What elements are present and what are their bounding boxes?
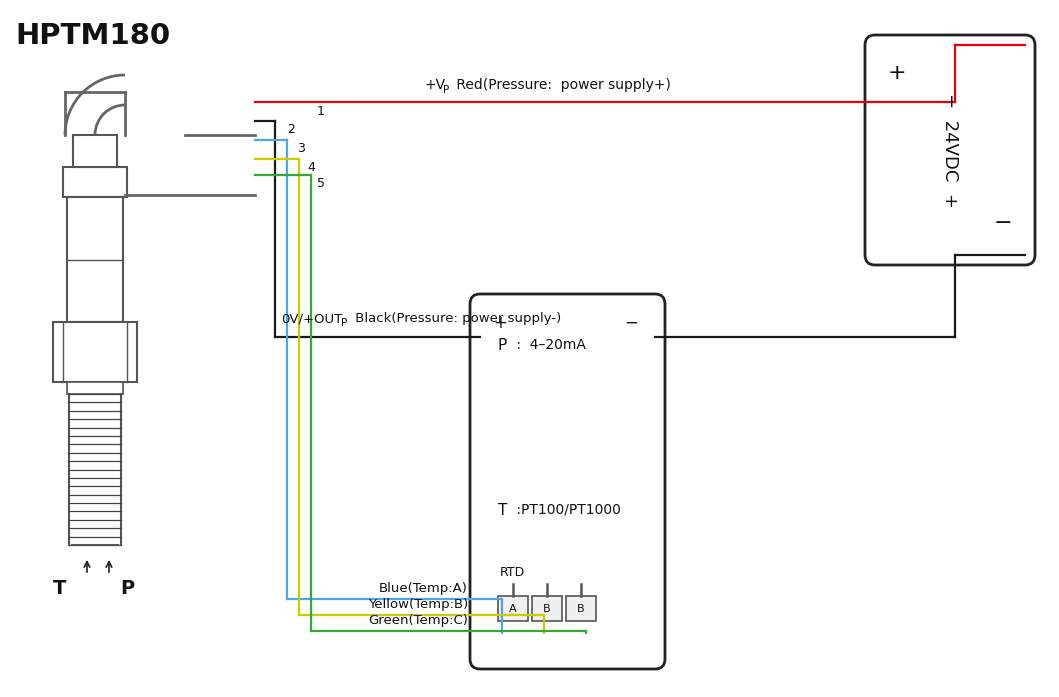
Text: A: A (509, 604, 517, 613)
Text: RTD: RTD (500, 566, 525, 579)
Text: +: + (493, 314, 507, 332)
Text: −  24VDC  +: − 24VDC + (941, 93, 959, 208)
Text: 0V/+OUT: 0V/+OUT (281, 312, 342, 325)
Text: P: P (444, 85, 450, 95)
Text: Black(Pressure: power supply-): Black(Pressure: power supply-) (351, 312, 561, 325)
FancyBboxPatch shape (865, 35, 1035, 265)
Text: 5: 5 (317, 177, 325, 190)
FancyBboxPatch shape (67, 197, 123, 322)
FancyBboxPatch shape (470, 294, 665, 669)
FancyBboxPatch shape (73, 135, 116, 167)
Text: T: T (53, 579, 67, 598)
Text: 4: 4 (307, 161, 315, 174)
Text: TP: TP (15, 21, 17, 22)
Text: −: − (624, 314, 638, 332)
Text: :PT100/PT1000: :PT100/PT1000 (511, 503, 621, 516)
FancyBboxPatch shape (532, 596, 562, 621)
Text: P: P (341, 318, 347, 328)
FancyBboxPatch shape (53, 322, 137, 382)
FancyBboxPatch shape (62, 167, 127, 197)
Text: P: P (120, 579, 134, 598)
Text: 2: 2 (287, 123, 294, 136)
Text: B: B (543, 604, 551, 613)
Text: B: B (577, 604, 585, 613)
Text: Red(Pressure:  power supply+): Red(Pressure: power supply+) (452, 78, 670, 92)
FancyBboxPatch shape (566, 596, 596, 621)
Text: Green(Temp:C): Green(Temp:C) (369, 614, 468, 627)
Text: +: + (887, 63, 907, 83)
Text: T: T (498, 503, 507, 518)
Text: Yellow(Temp:B): Yellow(Temp:B) (367, 598, 468, 611)
FancyBboxPatch shape (67, 382, 123, 394)
Text: −: − (993, 213, 1012, 233)
Text: +V: +V (425, 78, 446, 92)
Text: 3: 3 (297, 142, 305, 155)
Text: HPTM180: HPTM180 (15, 22, 170, 50)
Text: P: P (498, 338, 507, 353)
Text: Blue(Temp:A): Blue(Temp:A) (379, 582, 468, 595)
FancyBboxPatch shape (498, 596, 528, 621)
Text: 1: 1 (317, 105, 325, 118)
Text: :  4–20mA: : 4–20mA (511, 338, 586, 352)
